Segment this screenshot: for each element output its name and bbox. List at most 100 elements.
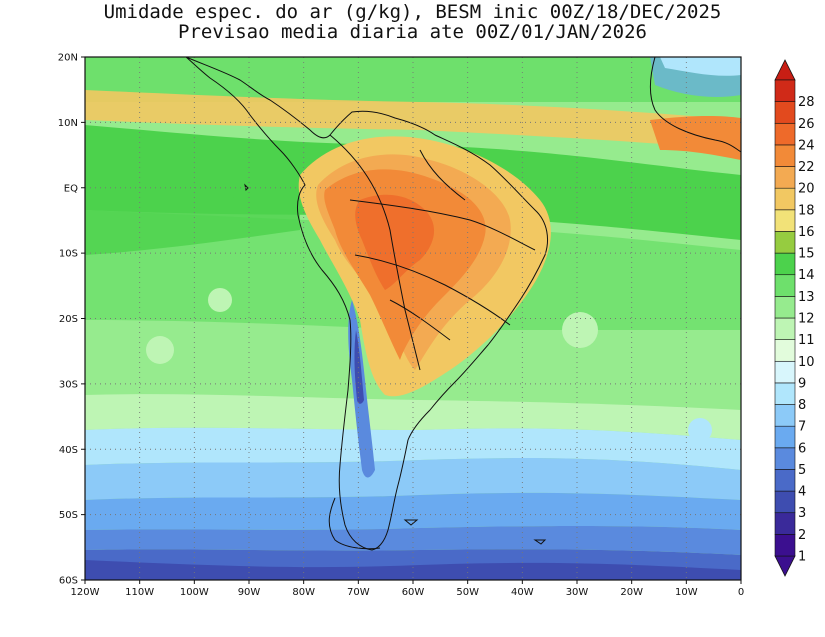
field-band-6 xyxy=(85,492,741,530)
border-line xyxy=(349,199,536,251)
colorbar-label: 13 xyxy=(798,290,815,305)
field-sa-humid-peak xyxy=(355,194,435,290)
field-africa-humid xyxy=(650,115,741,160)
colorbar-swatch xyxy=(774,252,796,276)
colorbar-swatch xyxy=(774,231,796,254)
lat-tick-label: 20N xyxy=(58,53,78,64)
lat-tick-label: 30S xyxy=(59,379,78,390)
field-band-3 xyxy=(85,560,741,580)
lat-tick-label: 20S xyxy=(59,314,78,325)
colorbar-swatch xyxy=(774,122,796,146)
colorbar-label: 4 xyxy=(798,485,806,500)
lat-tick-label: 10S xyxy=(59,249,78,260)
lon-tick-label: 50W xyxy=(456,587,479,598)
field-patch xyxy=(260,430,280,450)
lon-tick-label: 60W xyxy=(402,587,425,598)
colorbar-label: 16 xyxy=(798,225,815,240)
colorbar-swatch xyxy=(774,447,796,470)
colorbar-label: 14 xyxy=(798,268,815,283)
colorbar-swatch xyxy=(774,296,796,319)
colorbar-label: 11 xyxy=(798,333,815,348)
lon-tick-label: 40W xyxy=(511,587,534,598)
field-band-7 xyxy=(85,458,741,500)
lon-tick-label: 80W xyxy=(292,587,315,598)
title-line-1: Umidade espec. do ar (g/kg), BESM inic 0… xyxy=(103,1,722,23)
colorbar-swatch xyxy=(774,404,796,427)
colorbar-swatch xyxy=(774,339,796,362)
field-sahara-dry-2 xyxy=(660,57,741,76)
lon-tick-label: 100W xyxy=(180,587,209,598)
colorbar-label: 3 xyxy=(798,506,806,521)
lon-tick-label: 30W xyxy=(566,587,589,598)
field-pacific-tongue xyxy=(85,190,300,255)
colorbar-label: 7 xyxy=(798,420,806,435)
colorbar-swatch xyxy=(774,512,796,535)
falklands xyxy=(403,519,419,526)
field-itcz-band xyxy=(85,90,741,150)
lon-tick-label: 120W xyxy=(71,587,100,598)
colorbar-top-arrow xyxy=(774,59,796,81)
colorbar-label: 15 xyxy=(798,247,815,262)
colorbar-label: 28 xyxy=(798,95,815,110)
colorbar-swatch xyxy=(774,101,796,124)
south-georgia xyxy=(533,539,547,545)
colorbar-swatch xyxy=(774,317,796,340)
colorbar-swatch xyxy=(774,274,796,297)
lon-tick-label: 70W xyxy=(347,587,370,598)
colorbar-label: 6 xyxy=(798,441,806,456)
lon-axis: 120W 110W 100W 90W 80W 70W 60W 50W 40W 30W 20W 10W 0 xyxy=(71,580,744,598)
colorbar-label: 9 xyxy=(798,376,806,391)
colorbar-label: 26 xyxy=(798,117,815,132)
field-patch xyxy=(562,312,598,348)
lon-tick-label: 110W xyxy=(125,587,154,598)
field-band-8 xyxy=(85,427,741,470)
colorbar-bottom-arrow xyxy=(774,555,796,577)
graticule xyxy=(85,57,741,580)
colorbar-swatch xyxy=(774,490,796,514)
colorbar-label: 2 xyxy=(798,528,806,543)
tierra-del-fuego xyxy=(328,497,381,550)
colorbar-label: 5 xyxy=(798,463,806,478)
colorbar-swatch xyxy=(774,79,796,102)
lat-tick-label: 40S xyxy=(59,445,78,456)
lon-tick-label: 90W xyxy=(238,587,261,598)
colorbar-label: 8 xyxy=(798,398,806,413)
border-line xyxy=(354,254,511,326)
coastlines xyxy=(185,57,741,551)
colorbar-label: 24 xyxy=(798,138,815,153)
lat-axis: 20N 10N EQ 10S 20S 30S 40S 50S 60S xyxy=(58,53,85,587)
field-patch xyxy=(208,288,232,312)
colorbar-swatch xyxy=(774,469,796,492)
colorbar-swatch xyxy=(774,209,796,232)
colorbar-label: 18 xyxy=(798,203,815,218)
map-title: Umidade espec. do ar (g/kg), BESM inic 0… xyxy=(0,2,825,42)
colorbar-label: 20 xyxy=(798,182,815,197)
colorbar-swatch xyxy=(774,382,796,405)
colorbar-label: 10 xyxy=(798,355,815,370)
lat-tick-label: 60S xyxy=(59,576,78,587)
colorbar-label: 22 xyxy=(798,160,815,175)
colorbar-swatch xyxy=(774,144,796,167)
south-america-coast xyxy=(185,57,548,551)
colorbar-swatch xyxy=(774,166,796,189)
colorbar-swatch xyxy=(774,360,796,384)
border-line xyxy=(419,149,466,201)
colorbar-swatch xyxy=(774,187,796,211)
africa-coast xyxy=(650,57,741,153)
lon-tick-label: 0 xyxy=(738,587,744,598)
lon-tick-label: 20W xyxy=(620,587,643,598)
title-line-2: Previsao media diaria ate 00Z/01/JAN/202… xyxy=(178,21,647,43)
colorbar-swatch xyxy=(774,534,796,557)
lat-tick-label: 50S xyxy=(59,510,78,521)
colorbar-label: 12 xyxy=(798,312,815,327)
field-patch xyxy=(146,336,174,364)
colorbar-label: 1 xyxy=(798,550,806,565)
lat-tick-label: EQ xyxy=(64,183,78,194)
lat-tick-label: 10N xyxy=(58,118,78,129)
colorbar-swatch xyxy=(774,425,796,449)
border-line xyxy=(329,134,421,371)
field-andes-very-dry xyxy=(354,330,364,404)
field-patch xyxy=(688,418,712,442)
